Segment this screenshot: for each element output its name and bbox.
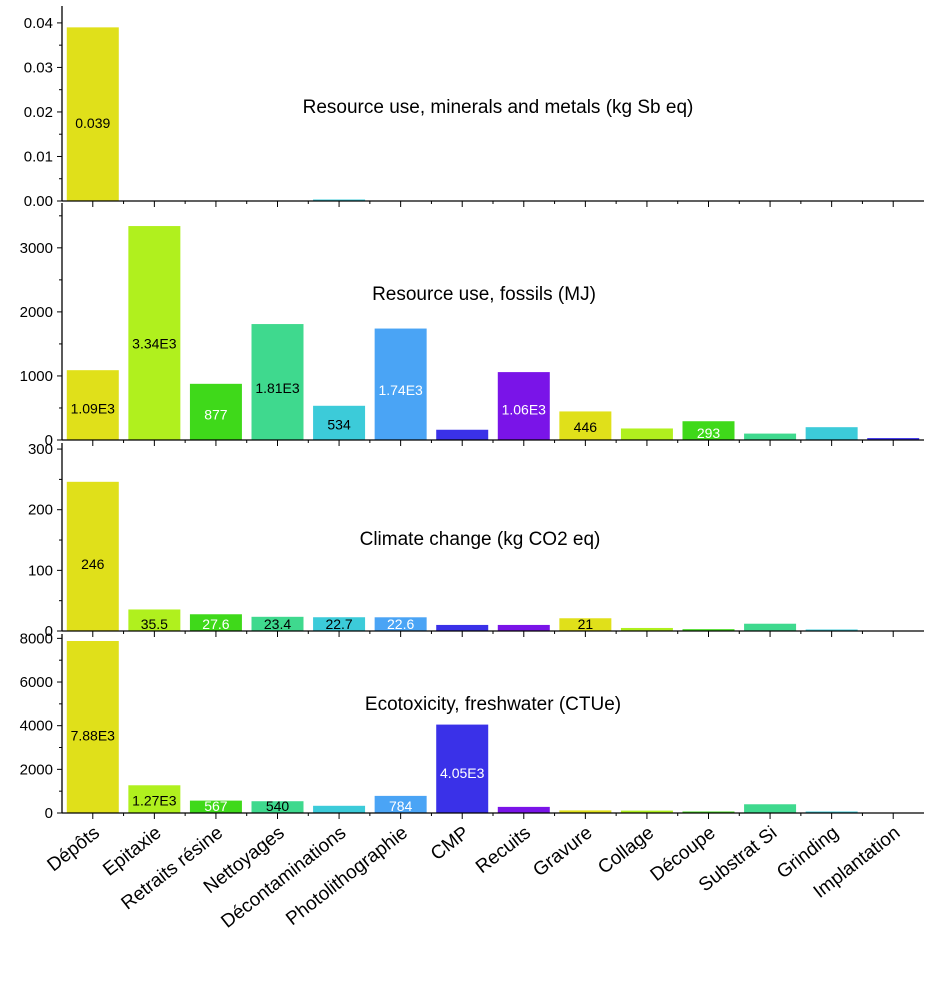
y-tick-label: 2000 xyxy=(20,761,53,778)
y-tick-label: 0.01 xyxy=(24,148,53,165)
bar xyxy=(620,428,673,440)
y-tick-label: 3000 xyxy=(20,240,53,257)
panel-title: Climate change (kg CO2 eq) xyxy=(360,529,601,550)
category-label: Gravure xyxy=(529,822,596,881)
y-tick-label: 8000 xyxy=(20,630,53,647)
bar xyxy=(436,429,489,440)
data-label: 35.5 xyxy=(141,616,168,632)
data-label: 22.7 xyxy=(325,616,352,632)
bar xyxy=(559,411,612,440)
data-label: 21 xyxy=(578,616,594,632)
data-label: 23.4 xyxy=(264,616,291,632)
data-label: 246 xyxy=(81,556,105,572)
data-label: 1.06E3 xyxy=(502,401,547,417)
y-tick-label: 0.03 xyxy=(24,59,53,76)
category-label: CMP xyxy=(427,822,473,865)
data-label: 3.34E3 xyxy=(132,336,177,352)
bar xyxy=(436,724,489,813)
y-tick-label: 0.04 xyxy=(24,15,53,32)
panel-title: Resource use, minerals and metals (kg Sb… xyxy=(303,97,694,118)
bar xyxy=(66,481,119,631)
bar xyxy=(620,810,673,813)
data-label: 0.039 xyxy=(75,115,110,131)
data-label: 27.6 xyxy=(202,616,229,632)
data-label: 7.88E3 xyxy=(71,728,116,744)
data-label: 784 xyxy=(389,798,413,814)
y-tick-label: 0 xyxy=(45,623,53,640)
y-tick-label: 200 xyxy=(28,502,53,519)
y-tick-label: 300 xyxy=(28,441,53,458)
bar xyxy=(251,616,304,631)
bar xyxy=(313,617,366,631)
y-tick-label: 0.02 xyxy=(24,104,53,121)
bar xyxy=(436,624,489,631)
bar xyxy=(128,785,181,813)
y-tick-label: 1000 xyxy=(20,368,53,385)
bar xyxy=(313,805,366,813)
data-label: 1.81E3 xyxy=(255,380,300,396)
bar xyxy=(682,811,735,813)
bar xyxy=(66,27,119,201)
data-label: 1.27E3 xyxy=(132,793,177,809)
data-label: 1.09E3 xyxy=(71,401,116,417)
bar xyxy=(682,629,735,631)
bar xyxy=(744,623,797,631)
panel-title: Ecotoxicity, freshwater (CTUe) xyxy=(365,694,621,715)
data-label: 534 xyxy=(327,417,351,433)
bar xyxy=(620,627,673,631)
data-label: 446 xyxy=(574,419,598,435)
category-label: Recuits xyxy=(472,822,535,878)
data-label: 540 xyxy=(266,798,290,814)
bar xyxy=(374,795,427,813)
bar xyxy=(744,804,797,813)
bar xyxy=(251,324,304,440)
data-label: 4.05E3 xyxy=(440,765,485,781)
bar xyxy=(805,629,858,631)
y-tick-label: 6000 xyxy=(20,674,53,691)
bar xyxy=(189,383,242,440)
bar xyxy=(867,438,920,440)
bar xyxy=(559,810,612,813)
bar xyxy=(497,372,550,440)
bar xyxy=(497,806,550,813)
bar xyxy=(744,433,797,440)
panel-title: Resource use, fossils (MJ) xyxy=(372,284,596,305)
data-label: 877 xyxy=(204,407,228,423)
bar xyxy=(313,405,366,440)
bar xyxy=(189,614,242,631)
bar xyxy=(66,640,119,813)
bar xyxy=(559,618,612,631)
bar xyxy=(805,811,858,813)
bar xyxy=(66,370,119,440)
y-tick-label: 0 xyxy=(45,432,53,449)
bar xyxy=(374,617,427,631)
y-tick-label: 0.00 xyxy=(24,193,53,210)
bar xyxy=(189,800,242,813)
bar xyxy=(251,801,304,813)
bar xyxy=(128,609,181,631)
data-label: 22.6 xyxy=(387,616,414,632)
bar xyxy=(497,624,550,631)
category-label: Dépôts xyxy=(43,822,103,876)
y-tick-label: 2000 xyxy=(20,304,53,321)
data-label: 1.74E3 xyxy=(378,382,423,398)
bar xyxy=(805,427,858,440)
y-tick-label: 0 xyxy=(45,805,53,822)
bar xyxy=(682,421,735,440)
bar xyxy=(128,226,181,440)
data-label: 293 xyxy=(697,425,721,441)
bar xyxy=(374,328,427,440)
bar xyxy=(313,199,366,201)
y-tick-label: 4000 xyxy=(20,718,53,735)
y-tick-label: 100 xyxy=(28,562,53,579)
data-label: 567 xyxy=(204,798,228,814)
